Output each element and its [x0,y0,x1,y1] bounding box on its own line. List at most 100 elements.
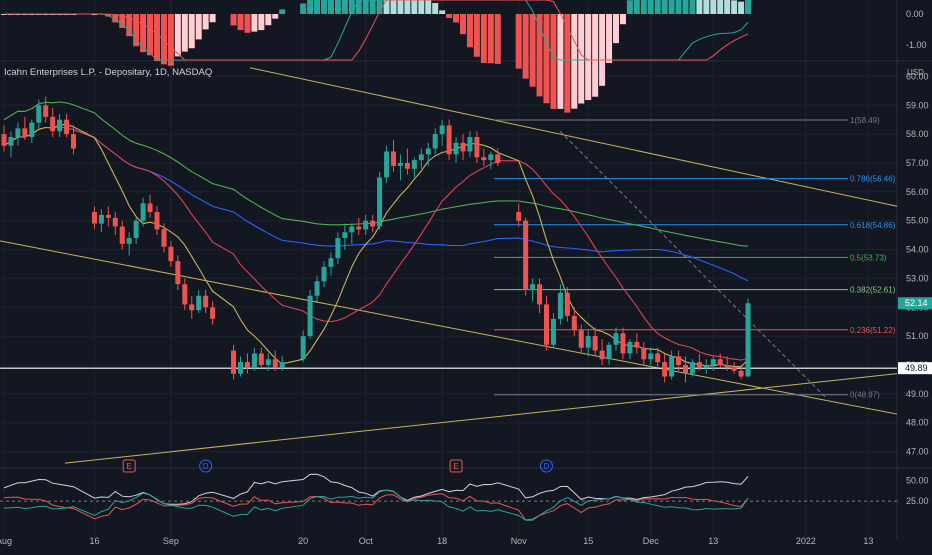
candle-body [550,318,556,345]
macd-histogram-bar [724,0,731,14]
macd-histogram-bar [432,3,439,14]
macd-histogram-bar [348,0,355,14]
candle-body [384,151,390,178]
candle-body [363,220,369,230]
lower-trendline [0,240,898,415]
candle-body [244,362,250,368]
ma-slow-line [73,129,749,282]
macd-histogram-bar [696,0,703,14]
macd-histogram-bar [606,14,613,63]
macd-histogram-bar [195,14,202,40]
price-tick-label: 58.00 [906,129,929,139]
macd-histogram-bar [300,3,307,15]
event-circle [199,459,213,473]
candle-body [676,356,682,365]
candle-body [328,258,334,267]
candle-body [370,220,376,227]
candle-body [189,304,195,311]
macd-pane [1,0,752,113]
candle-body [488,154,494,161]
macd-tick-label: -1.00 [906,40,927,50]
macd-histogram-bar [307,0,314,14]
candle-body [272,359,278,368]
candle-body [620,333,626,354]
macd-histogram-bar [557,14,564,109]
symbol-title[interactable]: Icahn Enterprises L.P. - Depositary, 1D,… [4,67,213,78]
price-tick-label: 54.00 [906,245,929,255]
candle-body [731,367,737,371]
candle-body [738,370,744,377]
macd-histogram-bar [633,0,640,15]
macd-histogram-bar [703,0,710,14]
level-tag [898,362,932,375]
candle-body [495,154,501,163]
candle-body [210,307,216,319]
macd-histogram-bar [154,14,160,61]
candle-body [8,137,14,146]
macd-histogram-bar [341,0,348,14]
candle-body [578,330,584,348]
ma-fast-line [3,123,749,368]
fib-level-label: 1(58.49) [850,116,880,125]
candle-body [112,217,118,227]
macd-histogram-bar [133,14,140,47]
candle-body [168,246,174,262]
time-tick-label: 18 [437,536,447,546]
macd-histogram-bar [543,14,550,104]
candle-body [516,212,522,221]
macd-histogram-bar [439,10,446,14]
candle-body [71,134,76,149]
macd-histogram-bar [383,0,390,14]
candle-body [279,362,285,368]
macd-histogram-bar [571,14,578,109]
macd-histogram-bar [460,14,466,35]
earnings-event-marker: E [449,459,463,473]
macd-histogram-bar [522,14,529,79]
fib-level-label: 0.786(56.46) [850,175,896,184]
macd-histogram-bar [244,14,251,33]
macd-histogram-bar [647,0,654,14]
candle-body [662,362,668,377]
macd-histogram-bar [731,0,738,15]
candle-body [161,229,167,247]
di-plus-line [3,489,749,521]
candle-body [314,281,320,296]
macd-histogram-bar [550,14,557,109]
macd-histogram-bar [321,0,327,14]
candle-body [29,122,35,138]
candle-body [251,353,257,368]
last-price-tag [898,297,932,310]
event-box [449,459,463,473]
candle-body [342,232,348,239]
time-tick-label: Dec [643,536,660,546]
macd-histogram-bar [564,14,571,113]
candle-body [91,212,97,224]
candle-body [1,134,7,146]
macd-histogram-bar [466,14,473,48]
fib-level-label: 0.618(54.86) [850,221,896,230]
macd-histogram-bar [119,14,126,28]
macd-histogram-bar [529,14,536,87]
macd-histogram-bar [237,14,244,31]
candle-body [648,353,654,360]
macd-histogram-bar [355,0,362,14]
event-circle [540,459,553,473]
rising-trendline [64,373,898,464]
candle-body [641,347,647,360]
macd-histogram-bar [230,14,237,26]
candle-body [460,142,466,152]
price-tick-label: 60.00 [906,71,929,81]
candle-body [689,362,695,374]
candle-body [481,157,487,161]
macd-histogram-bar [473,14,480,57]
candle-body [425,148,431,155]
event-label: E [453,462,458,471]
candle-body [391,151,396,166]
time-tick-label: 16 [89,536,99,546]
osc-tick-label: 25.00 [906,496,929,506]
macd-histogram-bar [453,14,460,23]
macd-histogram-bar [362,0,369,14]
time-tick-label: 20 [298,536,308,546]
candle-body [265,359,271,365]
